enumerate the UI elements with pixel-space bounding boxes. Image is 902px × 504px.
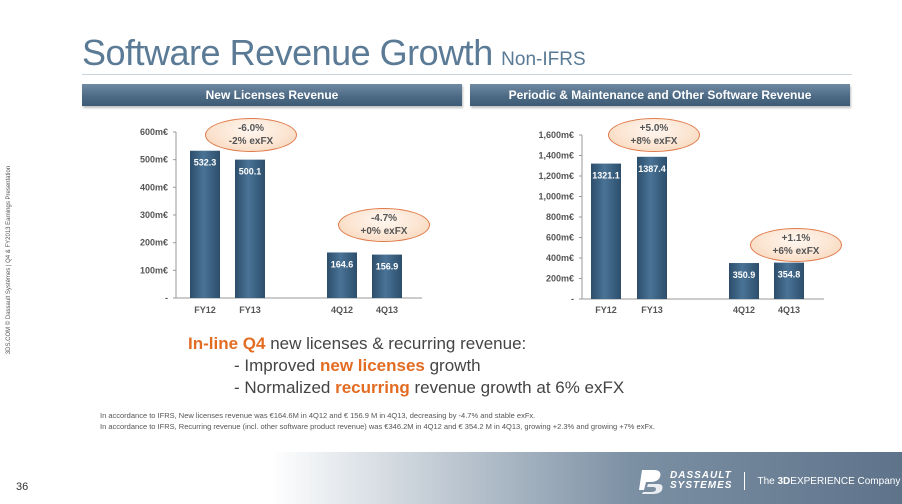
bullet-text: revenue growth at 6% exFX: [409, 378, 625, 397]
footnotes: In accordance to IFRS, New licenses reve…: [100, 410, 655, 432]
page-title-sub: Non-IFRS: [501, 49, 586, 70]
page-title-main: Software Revenue Growth: [82, 32, 493, 73]
recurring-fy-growth-callout: +5.0% +8% exFX: [608, 118, 700, 152]
new-licenses-bar-value-label: 164.6: [331, 259, 354, 269]
recurring-y-tick-label: 200m€: [546, 274, 574, 284]
new-licenses-y-tick-label: 300m€: [140, 210, 168, 220]
bullet-highlight: recurring: [335, 378, 410, 397]
callout-line: +8% exFX: [630, 136, 678, 147]
new-licenses-bar: [327, 252, 357, 298]
commentary: In-line Q4 new licenses & recurring reve…: [188, 333, 624, 399]
page-title: Software Revenue Growth Non-IFRS: [82, 32, 586, 74]
recurring-y-tick-label: 400m€: [546, 253, 574, 263]
commentary-headline: In-line Q4 new licenses & recurring reve…: [188, 333, 624, 355]
new-licenses-y-tick-label: 400m€: [140, 182, 168, 192]
recurring-x-tick-label: FY13: [641, 305, 663, 315]
callout-line: +0% exFX: [360, 226, 408, 237]
brand-line: DASSAULT: [670, 470, 732, 481]
new-licenses-x-tick-label: FY12: [194, 305, 216, 315]
new-licenses-q4-growth-callout: -4.7% +0% exFX: [338, 208, 430, 242]
recurring-x-tick-label: 4Q12: [733, 305, 755, 315]
new-licenses-fy-growth-callout: -6.0% -2% exFX: [205, 118, 297, 152]
bullet-text: growth: [424, 356, 481, 375]
recurring-y-tick-label: -: [571, 294, 574, 304]
brand-line: SYSTEMES: [670, 480, 733, 491]
callout-line: -6.0%: [237, 123, 265, 134]
recurring-bar: [774, 262, 804, 299]
bullet-highlight: new licenses: [319, 356, 425, 375]
new-licenses-y-tick-label: 100m€: [140, 265, 168, 275]
new-licenses-x-tick-label: 4Q13: [376, 305, 398, 315]
recurring-bar: [637, 156, 667, 299]
recurring-x-tick-label: 4Q13: [778, 305, 800, 315]
new-licenses-bar: [190, 150, 220, 298]
recurring-y-tick-label: 800m€: [546, 212, 574, 222]
recurring-bar: [591, 163, 621, 299]
recurring-bar-value-label: 350.9: [733, 270, 756, 280]
footnote-recurring: In accordance to IFRS, Recurring revenue…: [100, 422, 655, 431]
callout-line: +1.1%: [781, 233, 811, 244]
commentary-headline-rest: new licenses & recurring revenue:: [265, 334, 527, 353]
recurring-y-tick-label: 1,200m€: [538, 171, 574, 181]
new-licenses-x-tick-label: 4Q12: [331, 305, 353, 315]
ds-logo-icon: [639, 470, 663, 494]
logo-separator: [744, 472, 746, 490]
new-licenses-y-tick-label: -: [165, 293, 168, 303]
tagline-text: The: [757, 475, 778, 487]
brand-name: DASSAULT SYSTEMES: [670, 471, 732, 491]
recurring-bar-value-label: 1321.1: [592, 171, 620, 181]
bullet-text: - Improved: [234, 356, 320, 375]
tagline-text: EXPERIENCE Company: [790, 475, 901, 487]
tagline-bold: 3D: [777, 475, 791, 487]
page-number: 36: [16, 481, 29, 493]
title-rule: [82, 74, 852, 75]
recurring-bar: [729, 263, 759, 299]
callout-line: -4.7%: [370, 213, 398, 224]
bullet-text: - Normalized: [234, 378, 336, 397]
callout-line: +6% exFX: [772, 246, 820, 257]
recurring-x-tick-label: FY12: [595, 305, 617, 315]
recurring-y-tick-label: 1,600m€: [538, 130, 574, 140]
commentary-headline-highlight: In-line Q4: [188, 334, 266, 353]
new-licenses-x-tick-label: FY13: [239, 305, 261, 315]
new-licenses-bar-value-label: 156.9: [376, 262, 399, 272]
new-licenses-y-tick-label: 500m€: [140, 155, 168, 165]
company-tagline: The 3DEXPERIENCE Company: [757, 476, 900, 487]
company-logo: DASSAULT SYSTEMES The 3DEXPERIENCE Compa…: [636, 466, 900, 496]
recurring-bar-value-label: 354.8: [778, 270, 801, 280]
recurring-y-tick-label: 600m€: [546, 233, 574, 243]
recurring-y-tick-label: 1,400m€: [538, 151, 574, 161]
callout-line: +5.0%: [639, 123, 669, 134]
recurring-bar-value-label: 1387.4: [638, 164, 666, 174]
callout-line: -2% exFX: [228, 136, 274, 147]
new-licenses-bar-value-label: 532.3: [194, 158, 217, 168]
commentary-bullet-recurring: - Normalized recurring revenue growth at…: [188, 377, 624, 399]
new-licenses-banner: New Licenses Revenue: [82, 84, 462, 106]
new-licenses-bar: [372, 254, 402, 298]
footnote-new-licenses: In accordance to IFRS, New licenses reve…: [100, 411, 536, 420]
footer-band: [0, 452, 902, 504]
new-licenses-y-tick-label: 600m€: [140, 127, 168, 137]
new-licenses-bar: [235, 159, 265, 298]
recurring-y-tick-label: 1,000m€: [538, 192, 574, 202]
recurring-revenue-banner: Periodic & Maintenance and Other Softwar…: [470, 84, 850, 106]
commentary-bullet-new-licenses: - Improved new licenses growth: [188, 355, 624, 377]
new-licenses-bar-value-label: 500.1: [239, 167, 262, 177]
recurring-q4-growth-callout: +1.1% +6% exFX: [750, 228, 842, 262]
new-licenses-y-tick-label: 200m€: [140, 238, 168, 248]
